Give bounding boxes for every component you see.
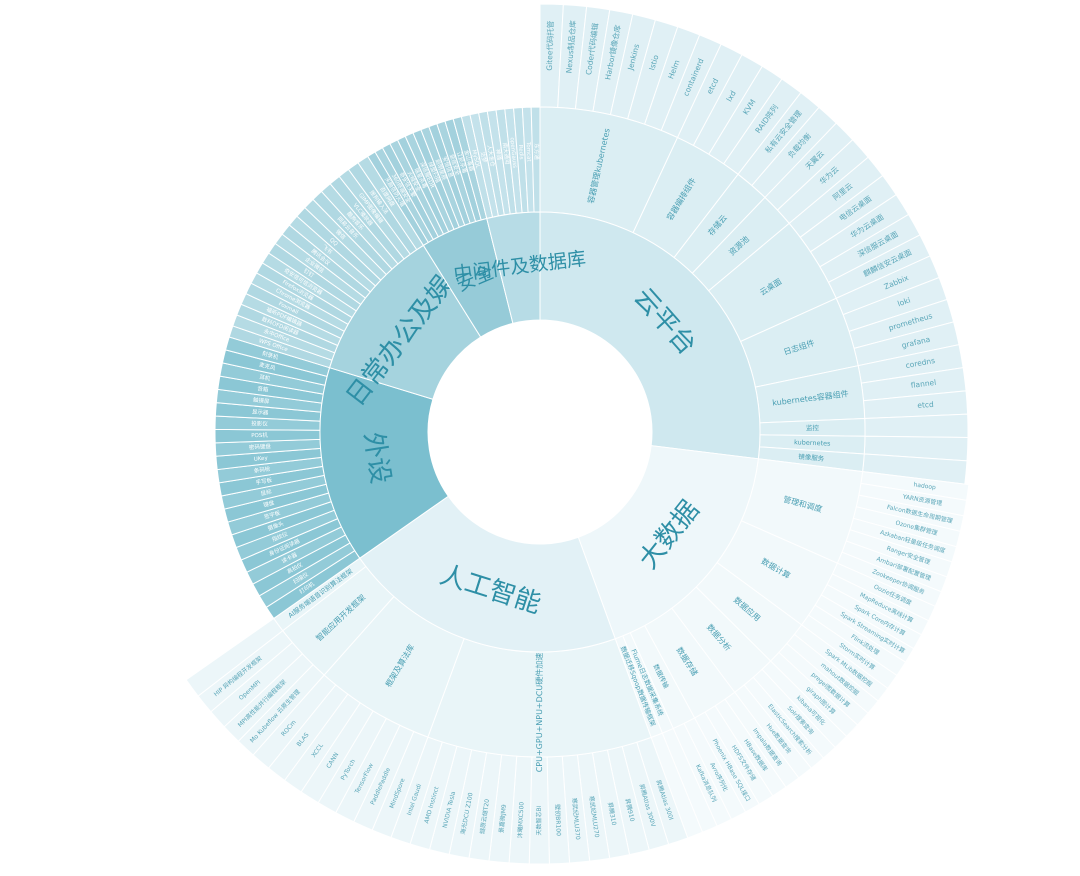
center-hole <box>428 320 652 544</box>
leaf-label: 神通 <box>494 149 504 162</box>
leaf-label: 天数智芯BI <box>535 805 543 835</box>
leaf-label: flannel <box>910 378 936 390</box>
leaf-label: MySQL <box>470 149 480 170</box>
leaf-label: 手写板 <box>255 476 273 487</box>
leaf-label: openGauss <box>508 137 517 168</box>
leaf-segment[interactable] <box>864 413 969 439</box>
leaf-label: 条码枪 <box>253 465 271 475</box>
subcategory-label: 监控 <box>806 423 820 432</box>
leaf-label: 密码键盘 <box>249 442 272 451</box>
leaf-label: 投影仪 <box>251 419 268 427</box>
leaf-label: QQ <box>328 237 339 248</box>
leaf-label: Tomcat <box>525 141 532 163</box>
leaf-label: 达梦 <box>479 151 489 164</box>
leaf-label: 南大通用 <box>501 142 512 165</box>
subcategory-label: CPU+GPU+NPU+DCU硬件加速平台 <box>534 637 544 773</box>
leaf-label: 键盘 <box>262 498 275 509</box>
leaf-label: POS机 <box>251 431 268 439</box>
leaf-label: Nexus制品仓库 <box>563 19 577 73</box>
leaf-label: 人大金仓 <box>485 144 497 168</box>
leaf-label: 鼠标 <box>260 487 273 497</box>
subcategory-label: 镜像服务 <box>798 452 825 463</box>
leaf-label: 音箱 <box>257 384 270 394</box>
leaf-label: 显示器 <box>252 408 269 416</box>
leaf-label: etcd <box>917 400 934 410</box>
subcategory-label: kubernetes <box>794 438 831 447</box>
leaf-label: 景嘉微JM9 <box>497 804 508 834</box>
leaf-label: 沐曦MXC500 <box>516 801 526 838</box>
leaf-label: Gitee代码托管 <box>544 20 555 71</box>
leaf-label: 壁仞BR100 <box>553 804 562 836</box>
leaf-label: 耳机 <box>259 373 272 383</box>
middle-ring: 容器管理kubernetes 容器编排组件存储云资源池云桌面日志组件kuberne… <box>214 106 866 773</box>
leaf-label: Redis <box>517 145 524 160</box>
leaf-label: 寒武纪MLU370 <box>570 797 582 840</box>
outer-ring: Gitee代码托管 Nexus制品仓库 Coder代码编辑 Harbor镜像仓库 Jen… <box>185 3 970 865</box>
leaf-label: 触摸屏 <box>253 396 271 406</box>
leaf-label: 麦克风 <box>258 360 276 372</box>
leaf-label: loki <box>896 295 911 308</box>
leaf-label: hadoop <box>913 481 936 491</box>
leaf-label: 东方通 <box>533 143 541 160</box>
leaf-label: UKey <box>254 455 269 462</box>
